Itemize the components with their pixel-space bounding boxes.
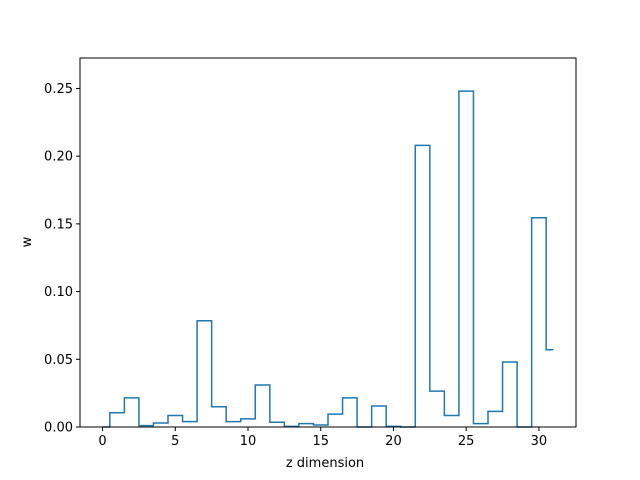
x-tick-label: 5 — [171, 434, 179, 449]
x-tick-label: 0 — [98, 434, 106, 449]
y-tick-label: 0.05 — [44, 353, 73, 368]
plot-area — [102, 90, 554, 428]
x-tick-label: 25 — [458, 434, 475, 449]
x-axis-ticks: 0 5 10 15 20 25 30 — [98, 427, 547, 449]
y-tick-label: 0.10 — [44, 285, 73, 300]
y-axis-ticks: 0.00 0.05 0.10 0.15 0.20 0.25 — [44, 82, 80, 436]
x-tick-label: 10 — [240, 434, 257, 449]
y-tick-label: 0.15 — [44, 217, 73, 232]
y-tick-label: 0.20 — [44, 150, 73, 165]
x-tick-label: 30 — [531, 434, 548, 449]
y-axis-label: w — [20, 236, 35, 247]
series-line-0 — [102, 90, 554, 428]
x-axis-label: z dimension — [286, 456, 364, 471]
y-tick-label: 0.00 — [44, 421, 73, 436]
x-tick-label: 15 — [312, 434, 329, 449]
axes-frame — [79, 57, 577, 428]
y-tick-label: 0.25 — [44, 82, 73, 97]
x-tick-label: 20 — [385, 434, 402, 449]
